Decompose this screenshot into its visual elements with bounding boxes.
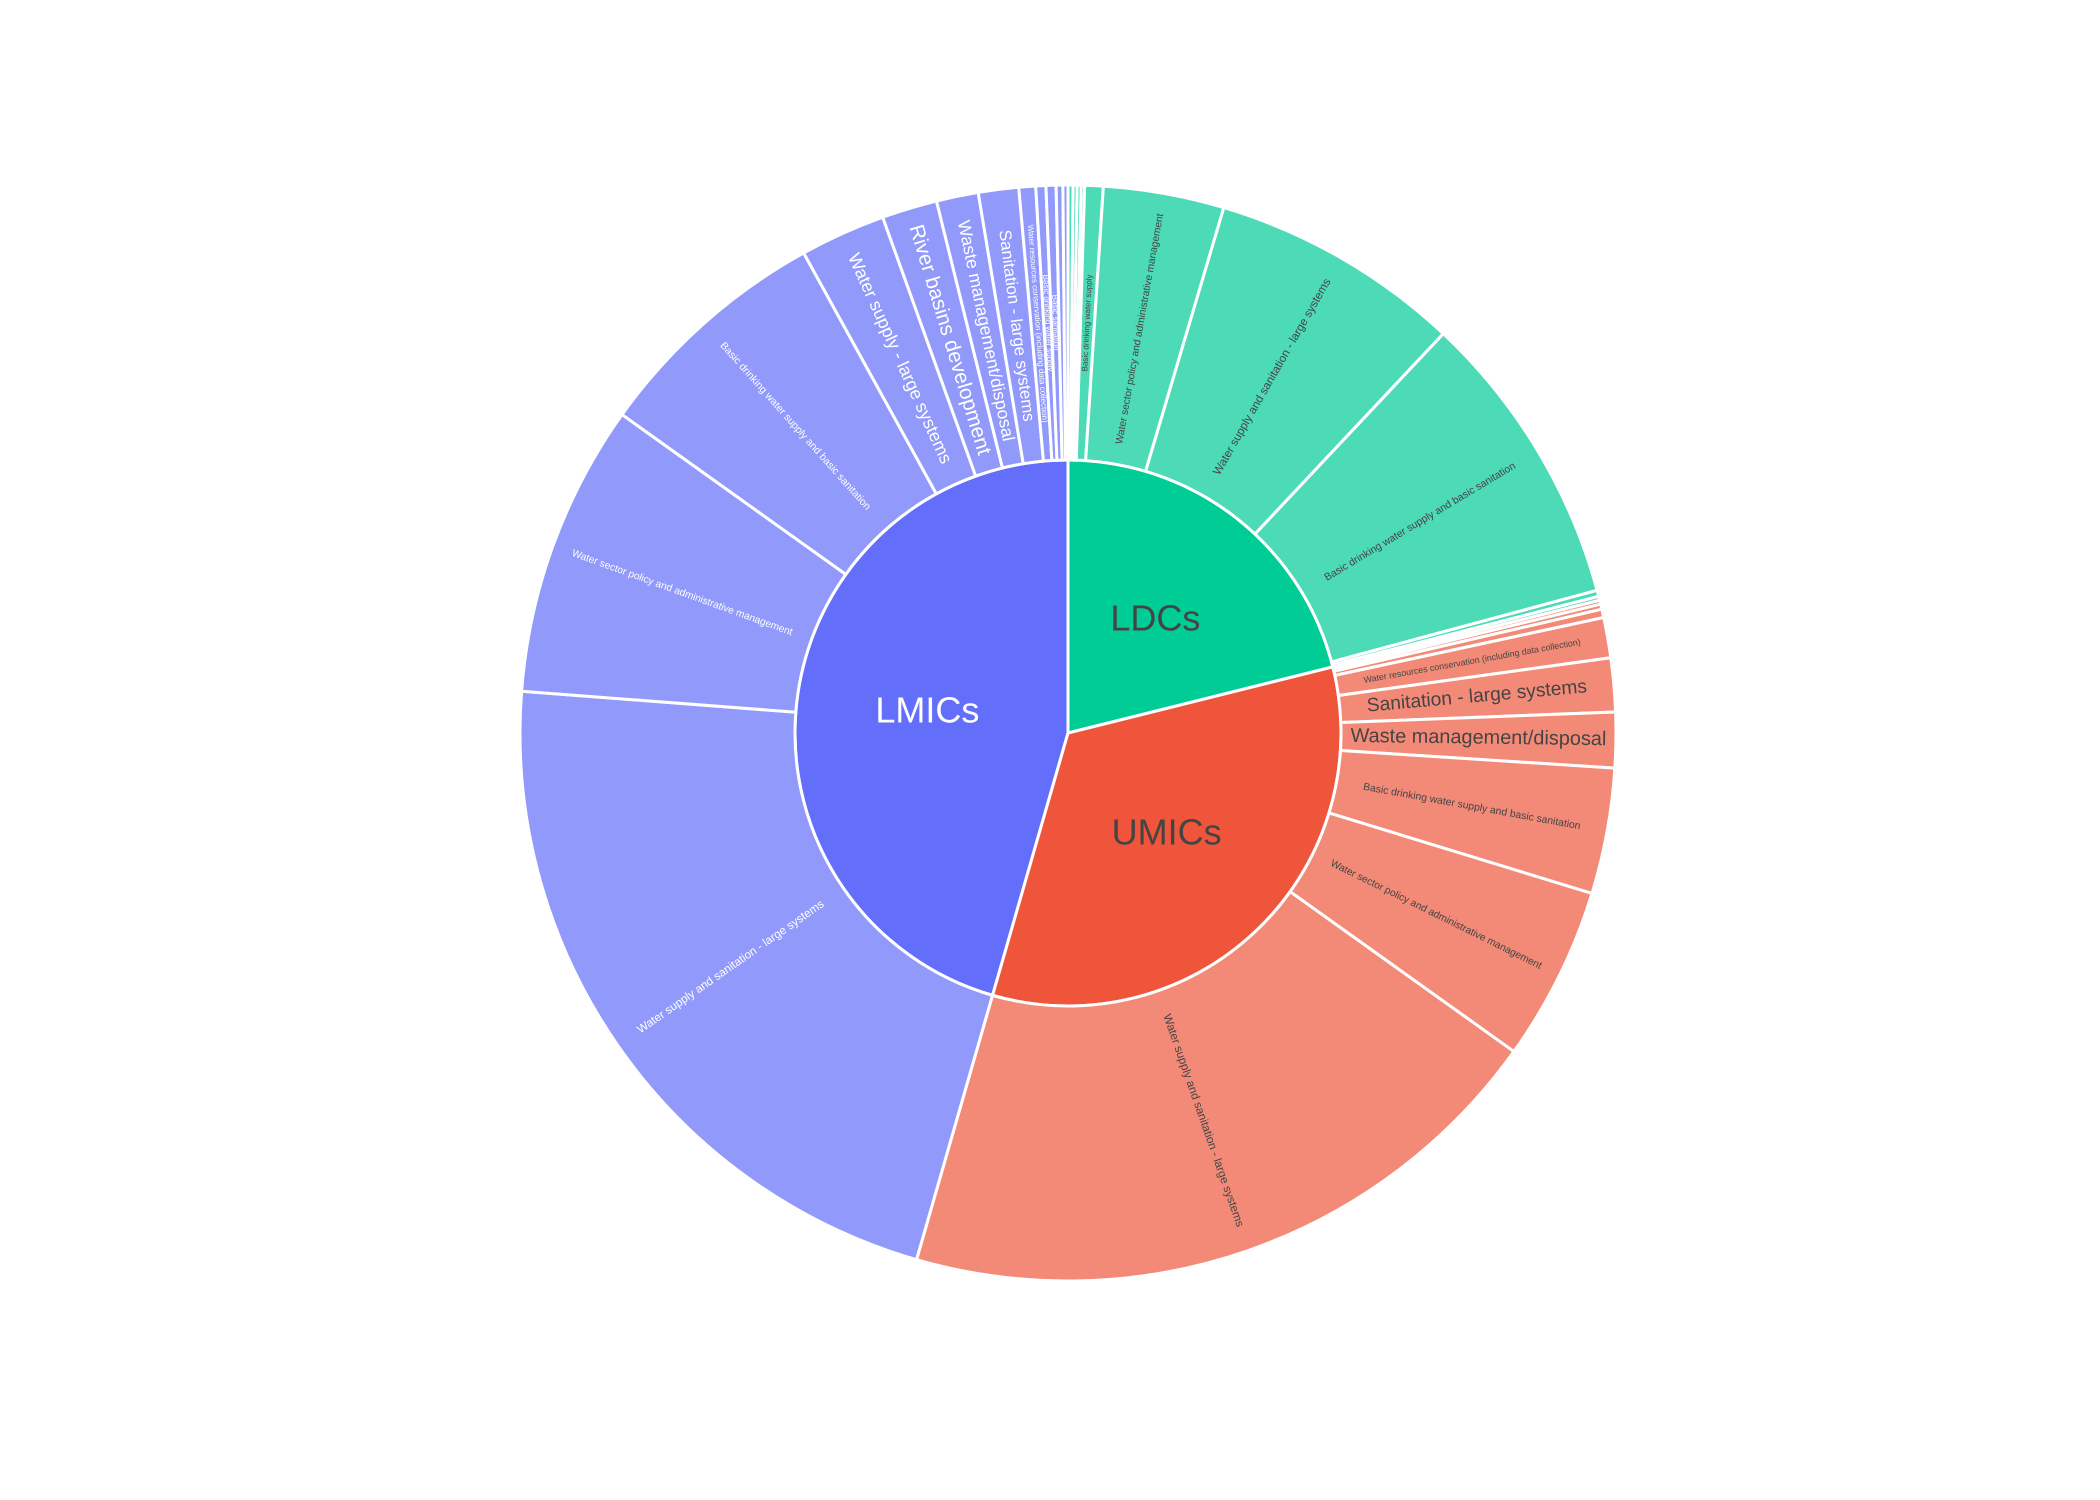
outer-wedge-ldcs-7[interactable] [1252, 331, 1599, 664]
outer-wedge-umics-8[interactable] [914, 889, 1516, 1283]
outer-label-umics-5: Waste management/disposal [1350, 725, 1606, 750]
outer-label-lmics-9: Basic sanitation [1050, 295, 1061, 351]
inner-label-umics: UMICs [1112, 812, 1222, 853]
inner-label-lmics: LMICs [875, 690, 979, 731]
outer-wedge-lmics-0[interactable] [518, 689, 995, 1262]
inner-label-ldcs: LDCs [1110, 598, 1200, 639]
outer-wedge-lmics-1[interactable] [519, 412, 848, 714]
